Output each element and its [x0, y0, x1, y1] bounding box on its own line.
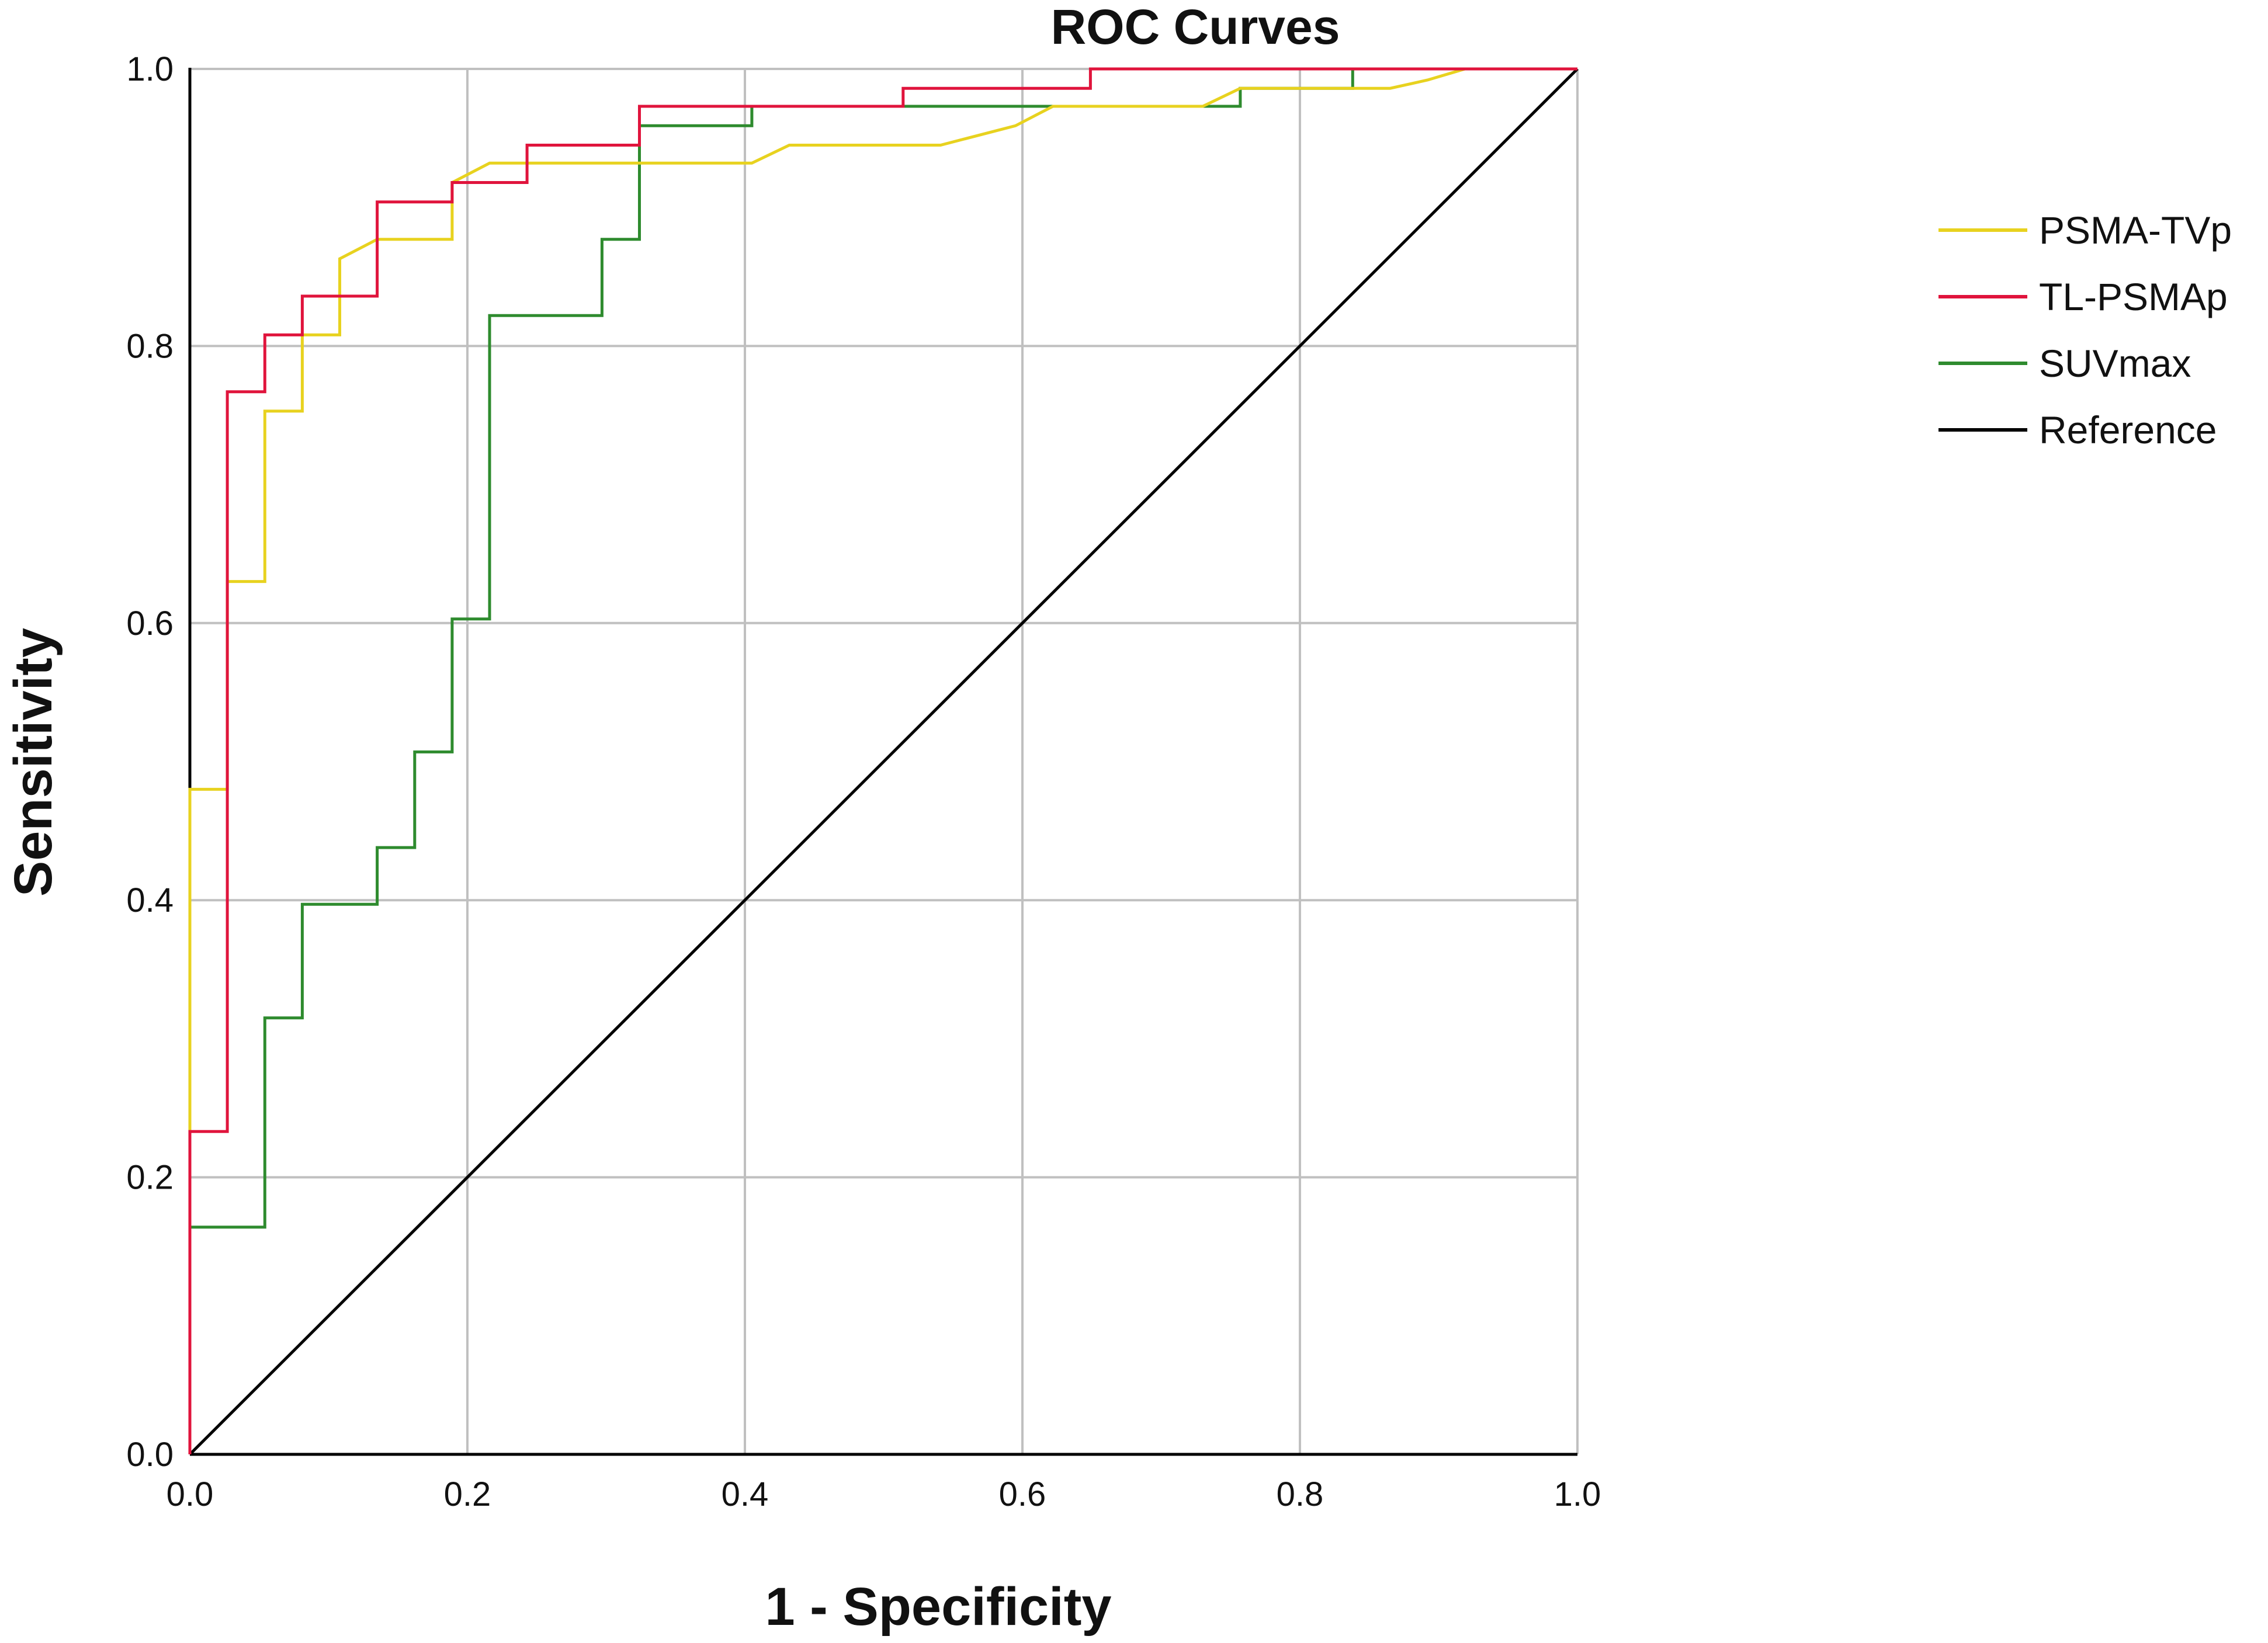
- y-tick-label: 1.0: [126, 50, 174, 88]
- x-tick-labels: 0.0 0.2 0.4 0.6 0.8 1.0: [167, 1475, 1601, 1513]
- series-line-reference: [189, 68, 1579, 1456]
- x-tick-label: 0.8: [1277, 1475, 1324, 1513]
- series-line-tl-psmap: [188, 67, 1577, 1454]
- y-tick-label: 0.2: [126, 1159, 174, 1197]
- x-tick-label: 0.0: [167, 1475, 214, 1513]
- y-tick-label: 0.6: [126, 605, 174, 642]
- chart-title: ROC Curves: [1051, 0, 1340, 54]
- y-tick-label: 0.8: [126, 327, 174, 365]
- series-lines: [188, 67, 1579, 1456]
- legend-label-reference: Reference: [2039, 408, 2217, 451]
- y-axis-label: Sensitivity: [4, 628, 63, 897]
- y-tick-labels: 0.0 0.2 0.4 0.6 0.8 1.0: [126, 50, 174, 1474]
- legend-label-tl-psmap: TL-PSMAp: [2039, 275, 2228, 318]
- x-tick-label: 0.4: [722, 1475, 769, 1513]
- x-tick-label: 1.0: [1554, 1475, 1601, 1513]
- y-tick-label: 0.0: [126, 1436, 174, 1474]
- series-line-psma-tvp: [188, 67, 1577, 1454]
- legend-label-psma-tvp: PSMA-TVp: [2039, 209, 2232, 252]
- legend: PSMA-TVp TL-PSMAp SUVmax Reference: [1938, 209, 2232, 451]
- y-tick-label: 0.4: [126, 881, 174, 919]
- series-line-suvmax: [188, 67, 1577, 1454]
- legend-label-suvmax: SUVmax: [2039, 342, 2191, 385]
- x-tick-label: 0.2: [444, 1475, 491, 1513]
- x-axis-label: 1 - Specificity: [765, 1577, 1111, 1637]
- x-tick-label: 0.6: [999, 1475, 1046, 1513]
